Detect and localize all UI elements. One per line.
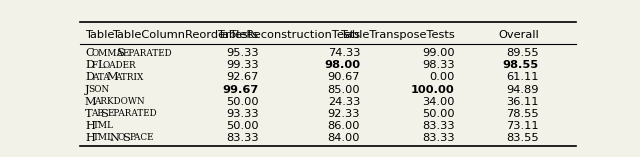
Text: 78.55: 78.55 — [506, 109, 539, 119]
Text: 61.11: 61.11 — [506, 73, 539, 82]
Text: M: M — [85, 97, 97, 107]
Text: 50.00: 50.00 — [226, 97, 259, 107]
Text: M: M — [106, 73, 118, 82]
Text: J: J — [85, 85, 90, 95]
Text: SON: SON — [88, 85, 109, 94]
Text: 34.00: 34.00 — [422, 97, 454, 107]
Text: Overall: Overall — [498, 30, 539, 40]
Text: L: L — [97, 60, 105, 70]
Text: O: O — [117, 133, 124, 142]
Text: EPARATED: EPARATED — [108, 109, 157, 118]
Text: 93.33: 93.33 — [226, 109, 259, 119]
Text: 99.67: 99.67 — [222, 85, 259, 95]
Text: N: N — [109, 133, 119, 143]
Text: D: D — [85, 60, 94, 70]
Text: 74.33: 74.33 — [328, 48, 360, 58]
Text: S: S — [101, 109, 109, 119]
Text: D: D — [85, 73, 94, 82]
Text: F: F — [92, 61, 98, 70]
Text: 83.33: 83.33 — [422, 121, 454, 131]
Text: 83.33: 83.33 — [226, 133, 259, 143]
Text: ATRIX: ATRIX — [115, 73, 143, 82]
Text: TML: TML — [93, 133, 114, 142]
Text: OMMA: OMMA — [92, 49, 124, 58]
Text: 36.11: 36.11 — [506, 97, 539, 107]
Text: OADER: OADER — [103, 61, 136, 70]
Text: ATA: ATA — [92, 73, 109, 82]
Text: 99.33: 99.33 — [226, 60, 259, 70]
Text: 83.33: 83.33 — [422, 133, 454, 143]
Text: AB: AB — [91, 109, 104, 118]
Text: 50.00: 50.00 — [226, 121, 259, 131]
Text: 92.67: 92.67 — [226, 73, 259, 82]
Text: 99.00: 99.00 — [422, 48, 454, 58]
Text: 0.00: 0.00 — [429, 73, 454, 82]
Text: TableColumnReorderTests: TableColumnReorderTests — [113, 30, 259, 40]
Text: 100.00: 100.00 — [411, 85, 454, 95]
Text: H: H — [85, 133, 95, 143]
Text: 85.00: 85.00 — [328, 85, 360, 95]
Text: Table: Table — [85, 30, 115, 40]
Text: TML: TML — [93, 121, 114, 130]
Text: 98.00: 98.00 — [324, 60, 360, 70]
Text: 24.33: 24.33 — [328, 97, 360, 107]
Text: H: H — [85, 121, 95, 131]
Text: S: S — [117, 48, 125, 58]
Text: S: S — [123, 133, 131, 143]
Text: 90.67: 90.67 — [328, 73, 360, 82]
Text: 50.00: 50.00 — [422, 109, 454, 119]
Text: 83.55: 83.55 — [506, 133, 539, 143]
Text: 94.89: 94.89 — [506, 85, 539, 95]
Text: 86.00: 86.00 — [328, 121, 360, 131]
Text: 84.00: 84.00 — [328, 133, 360, 143]
Text: TableReconstructionTests: TableReconstructionTests — [217, 30, 360, 40]
Text: 73.11: 73.11 — [506, 121, 539, 131]
Text: C: C — [85, 48, 93, 58]
Text: PACE: PACE — [129, 133, 154, 142]
Text: 89.55: 89.55 — [506, 48, 539, 58]
Text: 95.33: 95.33 — [226, 48, 259, 58]
Text: ARKDOWN: ARKDOWN — [94, 97, 145, 106]
Text: TableTransposeTests: TableTransposeTests — [340, 30, 454, 40]
Text: 92.33: 92.33 — [328, 109, 360, 119]
Text: T: T — [85, 109, 93, 119]
Text: EPARATED: EPARATED — [123, 49, 173, 58]
Text: 98.55: 98.55 — [502, 60, 539, 70]
Text: 98.33: 98.33 — [422, 60, 454, 70]
